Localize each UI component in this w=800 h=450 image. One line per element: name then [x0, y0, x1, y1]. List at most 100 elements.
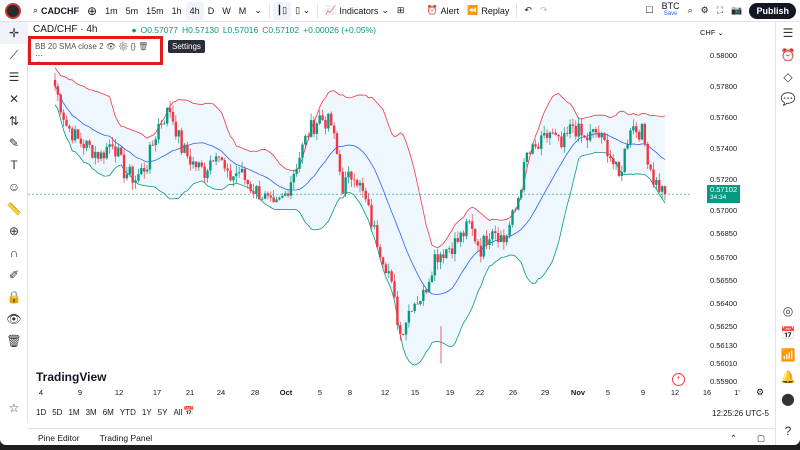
- replay-button[interactable]: ⏪ Replay: [467, 5, 510, 16]
- date-range-icon[interactable]: 📅: [183, 406, 195, 416]
- bell-icon[interactable]: 🔔: [780, 370, 796, 384]
- text-icon[interactable]: T: [10, 158, 18, 172]
- range-YTD[interactable]: YTD: [119, 408, 136, 417]
- bb-upper-band: [54, 67, 666, 249]
- fullscreen-icon[interactable]: ⛶: [716, 5, 724, 15]
- chart-type-icon[interactable]: ▯ ⌄: [295, 5, 311, 15]
- range-5D[interactable]: 5D: [52, 408, 63, 417]
- candle: [191, 161, 195, 165]
- brush-icon[interactable]: ✎: [8, 136, 20, 150]
- lock-draw-icon[interactable]: ✐: [8, 268, 20, 282]
- emoji-icon[interactable]: ☺: [7, 180, 21, 194]
- range-6M[interactable]: 6M: [102, 408, 114, 417]
- candle: [119, 147, 123, 155]
- candle: [370, 205, 373, 227]
- source-code-icon[interactable]: {}: [130, 42, 136, 51]
- eye-icon[interactable]: 👁: [105, 42, 116, 51]
- interval-W[interactable]: W: [222, 5, 231, 16]
- time-axis[interactable]: 4 9 12 17 21 24 28 Oct 5 8 12 15 19 22 26 29 Nov 5 9 12 16 1': [28, 388, 740, 400]
- zoom-icon[interactable]: ⊕: [8, 224, 20, 238]
- range-1M[interactable]: 1M: [68, 408, 80, 417]
- more-icon[interactable]: ⋯: [35, 51, 43, 60]
- gear-icon[interactable]: ⚙: [118, 42, 129, 51]
- pattern-icon[interactable]: ✕: [8, 92, 20, 106]
- candle: [145, 169, 149, 172]
- layers-icon[interactable]: ◇: [783, 70, 793, 84]
- interval-15m[interactable]: 15m: [146, 5, 164, 16]
- alert-button[interactable]: ⏰ Alert: [426, 5, 460, 16]
- range-3M[interactable]: 3M: [85, 408, 97, 417]
- candle: [373, 225, 376, 227]
- price-tick: 0.57800: [710, 82, 738, 91]
- interval-5m[interactable]: 5m: [125, 5, 139, 16]
- candle: [594, 129, 598, 133]
- currency-select[interactable]: CHF ⌄: [700, 28, 724, 37]
- tab-trading-panel[interactable]: Trading Panel: [99, 433, 153, 443]
- tab-pine-editor[interactable]: Pine Editor: [38, 433, 80, 443]
- crosshair-icon[interactable]: ✛: [0, 22, 28, 44]
- range-5Y[interactable]: 5Y: [157, 408, 168, 417]
- interval-M[interactable]: M: [238, 5, 247, 16]
- chat-icon[interactable]: 💬: [780, 92, 796, 106]
- trash-icon[interactable]: 🗑: [138, 42, 149, 51]
- candle: [563, 133, 566, 148]
- ruler-icon[interactable]: 📏: [6, 202, 22, 216]
- candles-icon[interactable]: ┃▯: [272, 1, 292, 20]
- candle: [485, 235, 488, 245]
- eye-icon[interactable]: 👁: [6, 312, 22, 326]
- user-avatar[interactable]: [5, 2, 21, 19]
- feed-icon[interactable]: 📶: [780, 348, 796, 362]
- candle: [243, 168, 247, 180]
- target-icon[interactable]: ◎: [782, 304, 794, 318]
- trash-icon[interactable]: 🗑: [6, 334, 22, 348]
- axis-settings-icon[interactable]: ⚙: [756, 387, 765, 397]
- redo-icon[interactable]: ↷: [539, 5, 548, 15]
- candle: [399, 325, 402, 335]
- magnet-icon[interactable]: ∩: [9, 246, 19, 260]
- price-chart[interactable]: [28, 22, 690, 386]
- maximize-panel-icon[interactable]: ▢: [756, 433, 765, 443]
- layout-button[interactable]: BTC Save: [661, 0, 680, 17]
- compare-icon[interactable]: ⊕: [87, 3, 98, 18]
- prediction-icon[interactable]: ⇅: [8, 114, 20, 128]
- settings-icon[interactable]: ⚙: [700, 5, 709, 15]
- range-All[interactable]: All: [173, 408, 183, 417]
- undo-icon[interactable]: ↶: [524, 5, 532, 15]
- candle: [436, 254, 439, 263]
- candle: [459, 232, 462, 242]
- templates-icon[interactable]: ⊞: [396, 5, 405, 15]
- range-1Y[interactable]: 1Y: [141, 408, 152, 417]
- price-tick: 0.56250: [710, 322, 738, 332]
- collapse-panel-icon[interactable]: ⌃: [729, 433, 737, 443]
- interval-1m[interactable]: 1m: [105, 5, 118, 16]
- indicators-button[interactable]: 📈 Indicators ⌄: [325, 5, 389, 16]
- interval-1h[interactable]: 1h: [171, 5, 182, 16]
- interval-D[interactable]: D: [207, 5, 215, 16]
- candle: [404, 322, 408, 335]
- help-icon[interactable]: ?: [784, 424, 792, 438]
- quick-search-icon[interactable]: ⌕: [687, 5, 693, 15]
- trendline-icon[interactable]: ⟋: [9, 47, 19, 62]
- fullscreen-toggle[interactable]: ☐: [645, 5, 654, 15]
- symbol-search[interactable]: ⌕ CADCHF: [33, 5, 80, 16]
- range-1D[interactable]: 1D: [36, 408, 47, 417]
- calendar-icon[interactable]: 📅: [780, 326, 796, 340]
- price-tick: 0.57200: [710, 175, 738, 184]
- candle: [540, 135, 543, 149]
- chevron-down-icon[interactable]: ⌄: [254, 5, 262, 15]
- star-icon[interactable]: ☆: [8, 401, 20, 415]
- time-tick: 24: [216, 388, 226, 397]
- fib-icon[interactable]: ☰: [8, 70, 20, 84]
- lock-icon[interactable]: 🔒: [6, 290, 22, 304]
- collapse-icon[interactable]: ⌃: [35, 60, 43, 70]
- candle: [505, 235, 508, 243]
- interval-4h[interactable]: 4h: [185, 1, 204, 20]
- publish-button[interactable]: Publish: [749, 3, 796, 19]
- price-axis[interactable]: CHF ⌄ 0.58000 0.57800 0.57600 0.57400 0.5720…: [690, 22, 775, 402]
- watchlist-icon[interactable]: ☰: [782, 26, 794, 40]
- top-toolbar: ⌕ CADCHF ⊕ 1m 5m 15m 1h 4h D W M ⌄ ┃▯ ▯ ⌄ 📈 Indic…: [0, 0, 800, 22]
- alarm-icon[interactable]: ⏰: [780, 48, 796, 62]
- apps-icon[interactable]: ⬤: [781, 392, 795, 406]
- range-selector: 1D 5D 1M 3M 6M YTD 1Y 5Y All: [36, 408, 182, 417]
- camera-icon[interactable]: 📷: [731, 5, 743, 15]
